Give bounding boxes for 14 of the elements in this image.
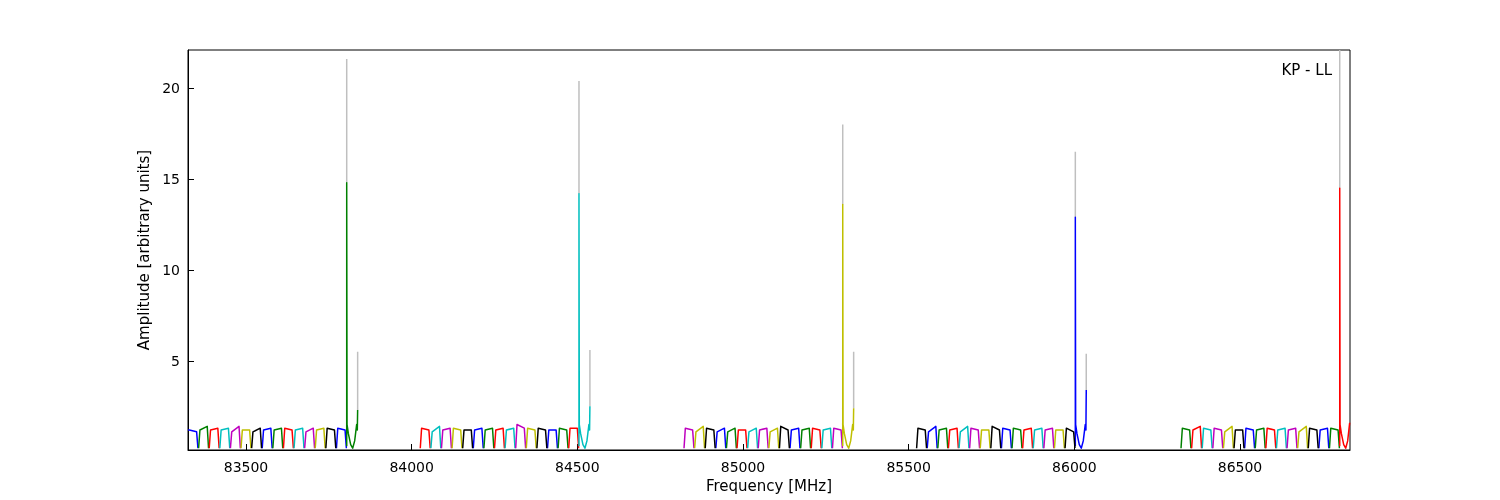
x-tick-label: 84500	[555, 459, 600, 475]
y-axis-title: Amplitude [arbitrary units]	[134, 149, 153, 351]
y-tick-label: 15	[162, 171, 180, 188]
x-tick-label: 86500	[1217, 459, 1263, 475]
annotation: KP - LL	[1281, 60, 1333, 79]
x-tick-label: 85000	[720, 459, 766, 475]
x-tick-label: 85500	[886, 459, 931, 475]
x-axis-title: Frequency [MHz]	[705, 477, 833, 496]
y-tick-label: 10	[162, 262, 180, 278]
y-tick-label: 5	[171, 352, 180, 369]
x-tick-label: 84000	[389, 459, 434, 475]
y-tick-label: 20	[162, 80, 180, 97]
x-tick-label: 83500	[223, 459, 269, 475]
x-tick-label: 86000	[1052, 459, 1097, 475]
